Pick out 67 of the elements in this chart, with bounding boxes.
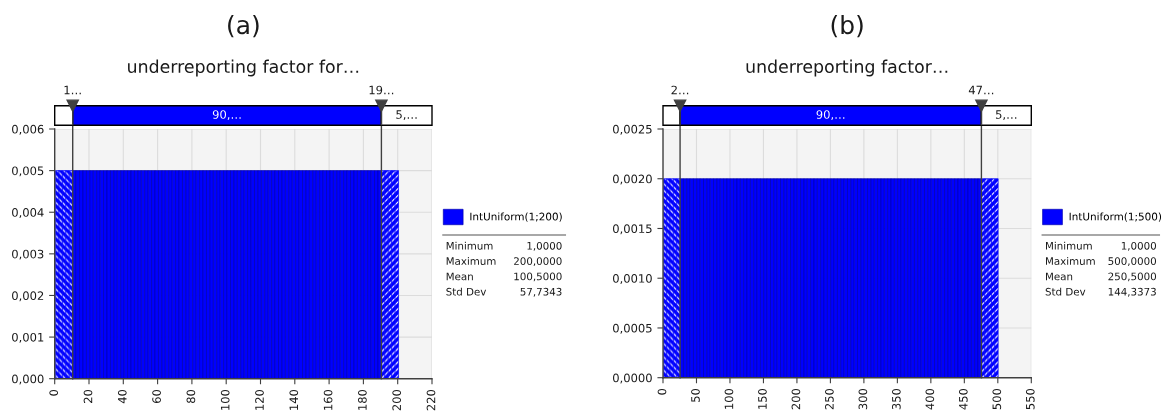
y-tick-label: 0,001 [12,332,44,343]
chart-subtitle: underreporting factor for… [128,59,359,77]
x-tick-label: 100 [724,388,734,409]
legend-label: IntUniform(1;500) [1069,212,1162,222]
ref-line-label: 47… [968,85,994,95]
text: 100,5000 [514,272,562,282]
x-tick-label: 150 [758,388,767,409]
y-tick-label: 0,0015 [613,224,652,235]
text: 144,3373 [1108,287,1156,297]
x-tick-label: 200 [791,388,801,410]
text: Mean [1046,272,1073,281]
x-tick-label: 0 [49,389,59,396]
x-tick-label: 140 [289,389,299,410]
x-tick-label: 100 [220,389,230,410]
x-tick-label: 120 [255,389,264,410]
y-tick-label: 0,000 [12,374,44,385]
x-tick-label: 550 [1025,388,1035,410]
text: Std Dev [446,287,487,296]
y-tick-label: 0,006 [12,124,44,135]
text: 250,5000 [1108,272,1157,282]
ref-line-label: 19… [369,85,394,95]
y-tick-label: 0,002 [12,291,44,302]
text: 5,… [995,110,1017,121]
x-tick-label: 40 [117,389,127,404]
chart-title: (a) [228,14,259,38]
y-tick-label: 0,005 [12,166,44,177]
x-tick-label: 300 [858,388,868,410]
text: Maximum [446,257,496,265]
y-tick-label: 0,004 [12,208,44,218]
y-tick-label: 0,0025 [613,124,652,135]
x-tick-label: 50 [691,388,700,402]
text: Maximum [1046,257,1095,265]
x-tick-label: 400 [925,388,935,410]
y-tick-label: 0,0005 [613,323,652,334]
text: 57,7343 [520,287,562,297]
text: 5,… [396,110,417,121]
x-tick-label: 160 [323,389,333,410]
chart-subtitle: underreporting factor… [746,59,948,77]
ref-line-label: 1… [64,85,81,95]
legend-label: IntUniform(1;200) [470,212,562,222]
text: Mean [446,272,473,281]
text: 1,0000 [527,241,562,251]
text: 1,0000 [1121,241,1157,251]
x-tick-label: 60 [152,389,161,403]
text: 90,… [212,110,241,121]
text: 90,… [816,110,845,121]
x-tick-label: 250 [825,388,834,410]
x-tick-label: 450 [958,388,968,410]
text: 200,0000 [514,257,562,267]
x-tick-label: 350 [892,388,901,410]
text: Minimum [1046,241,1092,250]
y-tick-label: 0,003 [12,249,44,260]
x-tick-label: 180 [358,389,367,410]
y-tick-label: 0,0000 [613,373,652,384]
y-tick-label: 0,0020 [613,174,652,185]
x-tick-label: 20 [83,389,93,403]
y-tick-label: 0,0010 [613,274,652,284]
text: 500,0000 [1108,257,1157,267]
x-tick-label: 200 [392,389,402,411]
x-tick-label: 0 [657,388,667,395]
ref-line-label: 2… [671,85,689,95]
text: Std Dev [1045,287,1086,296]
chart-title: (b) [831,14,863,38]
x-tick-label: 220 [426,389,436,411]
x-tick-label: 80 [186,389,196,403]
x-tick-label: 500 [992,388,1002,410]
text: Minimum [446,241,493,250]
